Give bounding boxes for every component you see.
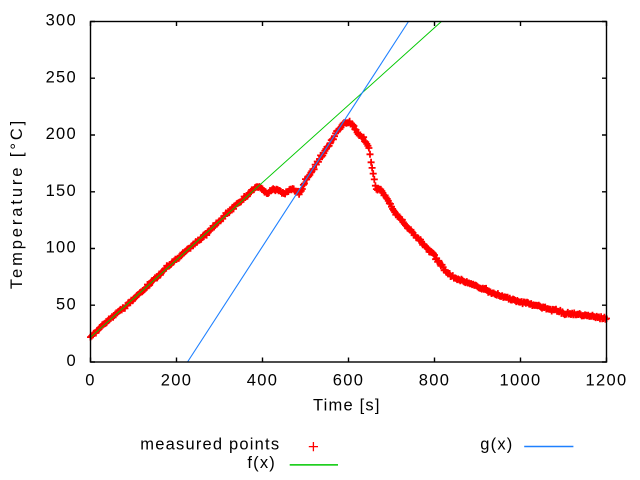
svg-text:0: 0 <box>67 352 77 370</box>
svg-text:400: 400 <box>247 371 278 389</box>
svg-text:Temperature [°C]: Temperature [°C] <box>8 118 26 289</box>
svg-text:200: 200 <box>161 371 192 389</box>
svg-text:measured points: measured points <box>140 436 280 454</box>
svg-text:300: 300 <box>46 12 77 30</box>
svg-text:f(x): f(x) <box>247 454 276 472</box>
svg-text:250: 250 <box>46 69 77 87</box>
svg-text:g(x): g(x) <box>480 436 513 454</box>
svg-text:0: 0 <box>85 371 95 389</box>
svg-text:800: 800 <box>419 371 450 389</box>
svg-text:1200: 1200 <box>586 371 628 389</box>
svg-text:Time [s]: Time [s] <box>313 397 381 415</box>
svg-text:100: 100 <box>46 239 77 257</box>
svg-text:50: 50 <box>56 295 77 313</box>
svg-text:200: 200 <box>46 125 77 143</box>
svg-text:150: 150 <box>46 182 77 200</box>
svg-text:1000: 1000 <box>500 371 542 389</box>
svg-text:600: 600 <box>333 371 364 389</box>
